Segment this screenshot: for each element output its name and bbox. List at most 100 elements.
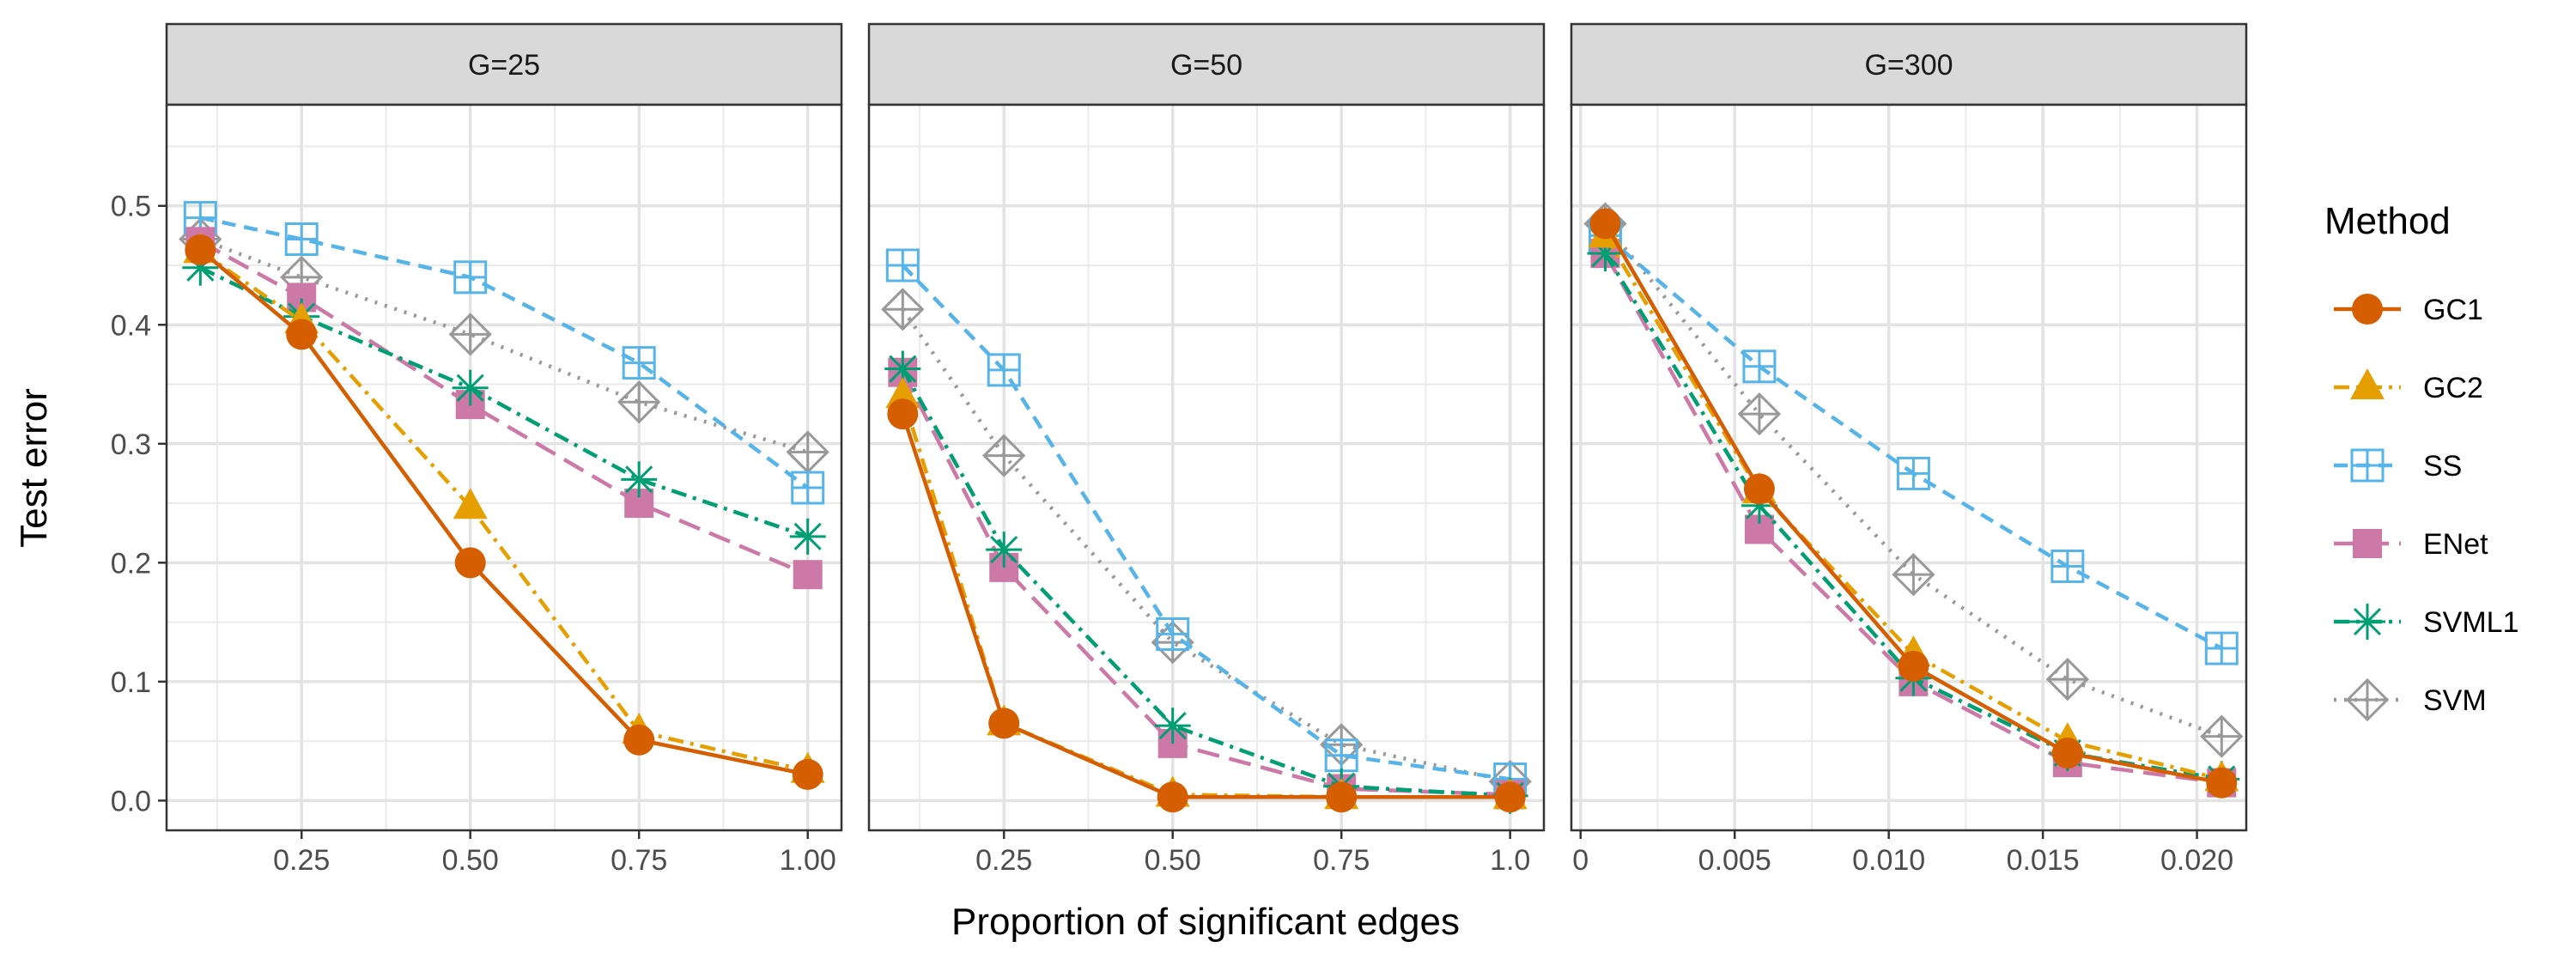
x-tick-label: 0.25 <box>975 844 1032 877</box>
series-svml1 <box>182 249 826 555</box>
x-tick-label: 0.75 <box>611 844 667 877</box>
panel-background <box>869 105 1544 830</box>
panel-title: G=300 <box>1864 49 1953 82</box>
series-line <box>901 368 1510 799</box>
legend-item-gc2: GC2 <box>2334 368 2483 404</box>
x-axis: 0.25 0.50 0.75 1.00 <box>273 830 836 877</box>
data-point <box>792 758 823 790</box>
x-tick-label: 0.010 <box>1852 844 1925 877</box>
data-point <box>2204 631 2239 665</box>
x-axis-title: Proportion of significant edges <box>951 901 1460 943</box>
data-point <box>1898 650 1929 682</box>
data-point <box>284 222 319 257</box>
x-tick-label: 1.00 <box>780 844 836 877</box>
data-point <box>286 319 318 350</box>
panels-layer: G=250.25 0.50 0.75 1.00G=500.25 0.50 0.75 1.0G… <box>165 22 2248 877</box>
data-point <box>617 380 661 424</box>
panel-1: G=25 0.25 0.50 0.75 1.00 <box>165 22 843 877</box>
panel-background <box>167 105 841 830</box>
panel-strip <box>1570 22 2248 106</box>
data-point <box>887 398 919 430</box>
legend-item-ss: SS <box>2334 448 2462 483</box>
legend-key-marker <box>2350 448 2385 483</box>
y-tick-label: 0.2 <box>111 547 151 580</box>
data-point <box>982 434 1026 477</box>
panel-strip <box>867 22 1546 106</box>
y-tick-label: 0.5 <box>111 191 151 223</box>
data-point <box>1737 392 1782 436</box>
x-tick-label: 0.25 <box>273 844 330 877</box>
legend-key-marker <box>2350 368 2385 399</box>
legend-label: GC1 <box>2423 294 2483 326</box>
series-gc1 <box>1589 208 2238 799</box>
y-tick-label: 0.4 <box>111 309 151 342</box>
data-point <box>987 353 1021 387</box>
data-point <box>1892 553 1935 597</box>
data-point <box>2051 737 2083 769</box>
data-point <box>2200 714 2244 758</box>
series-gc1 <box>887 398 1526 813</box>
data-point <box>1743 473 1775 505</box>
data-point <box>2206 767 2238 799</box>
x-tick-label: 0.75 <box>1313 844 1370 877</box>
data-point <box>793 560 823 590</box>
legend-title: Method <box>2324 200 2451 242</box>
legend-key-marker <box>2345 677 2390 722</box>
legend-key-marker <box>2349 604 2385 640</box>
x-tick-label: 0.005 <box>1698 844 1771 877</box>
data-point <box>986 532 1023 568</box>
y-axis: 0.0 0.1 0.2 0.3 0.4 0.5 <box>111 191 167 817</box>
x-tick-label: 0.50 <box>442 844 499 877</box>
series-gc1 <box>185 234 823 790</box>
data-point <box>623 724 655 756</box>
panel-title: G=25 <box>468 49 540 82</box>
data-point <box>452 369 489 406</box>
data-point <box>885 377 920 409</box>
panel-2: G=50 0.25 0.50 0.75 1.0 <box>867 22 1546 877</box>
legend-key-marker <box>2352 294 2383 325</box>
data-point <box>453 260 488 295</box>
legend-label: SVML1 <box>2423 606 2519 639</box>
data-point <box>881 288 925 331</box>
data-point <box>621 461 658 498</box>
legend-label: ENet <box>2423 528 2488 561</box>
panel-strip <box>165 22 843 106</box>
x-tick-label: 0.50 <box>1145 844 1201 877</box>
data-point <box>1589 208 1621 240</box>
x-tick-label: 0.015 <box>2007 844 2080 877</box>
panel-border <box>165 103 843 832</box>
data-point <box>1156 617 1190 651</box>
x-tick-label: 1.0 <box>1490 844 1530 877</box>
legend-label: GC2 <box>2423 372 2483 404</box>
legend-item-gc1: GC1 <box>2334 294 2483 326</box>
data-point <box>1154 708 1191 744</box>
data-point <box>448 313 492 356</box>
y-axis-title: Test error <box>13 388 55 548</box>
series-ss <box>1588 218 2239 665</box>
x-axis: 0 0.005 0.010 0.015 0.020 <box>1572 830 2233 877</box>
data-point <box>885 248 920 283</box>
series-ss <box>183 201 825 505</box>
data-point <box>185 234 216 265</box>
panel-background <box>1571 105 2246 830</box>
data-point <box>622 346 656 380</box>
legend-item-svm: SVM <box>2334 677 2487 722</box>
y-tick-label: 0.3 <box>111 428 151 461</box>
series-line <box>199 237 809 454</box>
data-point <box>2050 549 2085 583</box>
x-tick-label: 0.020 <box>2160 844 2233 877</box>
y-tick-label: 0.0 <box>111 785 151 817</box>
legend-items: GC1 GC2 SS ENet SVML1 SVM <box>2334 294 2519 722</box>
data-point <box>791 471 825 505</box>
data-point <box>1742 349 1777 384</box>
legend-label: SS <box>2423 450 2462 483</box>
panel-title: G=50 <box>1170 49 1242 82</box>
y-tick-label: 0.1 <box>111 666 151 699</box>
panel-3: G=300 0 0.005 0.010 0.015 0.020 <box>1570 22 2248 877</box>
panel-border <box>867 103 1546 832</box>
data-point <box>1326 781 1358 813</box>
grid <box>167 105 841 830</box>
panel-border <box>1570 103 2248 832</box>
legend-key-marker <box>2353 529 2382 558</box>
